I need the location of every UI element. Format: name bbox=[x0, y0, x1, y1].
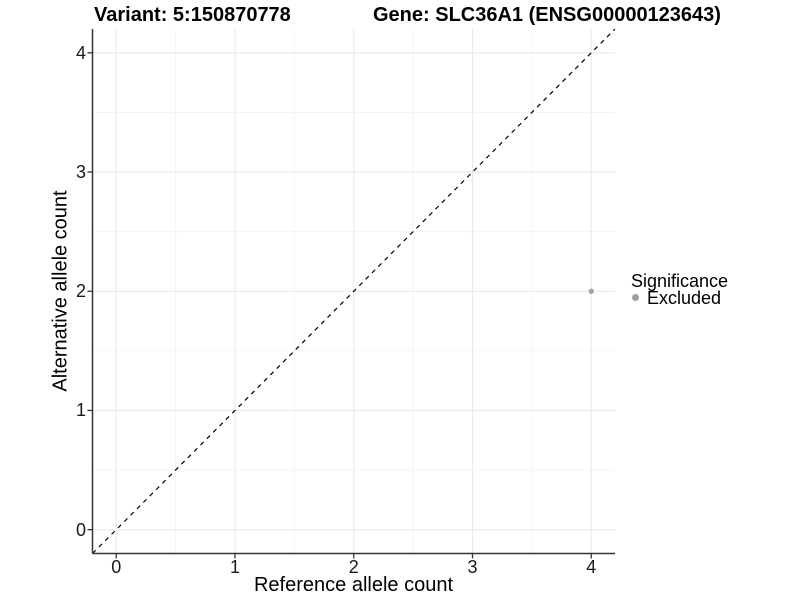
x-tick-label-2: 2 bbox=[348, 557, 359, 577]
x-tick-label-3: 3 bbox=[467, 557, 478, 577]
plot-title-variant: Variant: 5:150870778 bbox=[94, 4, 291, 26]
y-tick-label-4: 4 bbox=[75, 42, 86, 63]
x-axis-title: Reference allele count bbox=[253, 574, 453, 596]
x-tick-label-4: 4 bbox=[586, 557, 597, 577]
y-tick-label-2: 2 bbox=[75, 281, 86, 302]
data-point-excluded bbox=[588, 288, 594, 294]
y-tick-label-0: 0 bbox=[75, 519, 86, 540]
y-tick-label-3: 3 bbox=[75, 162, 86, 183]
x-tick-label-1: 1 bbox=[229, 557, 240, 577]
plot-title-gene: Gene: SLC36A1 (ENSG00000123643) bbox=[373, 4, 721, 26]
identity-line bbox=[92, 28, 616, 554]
y-tick-label-1: 1 bbox=[75, 400, 86, 421]
x-tick-label-0: 0 bbox=[111, 557, 122, 577]
